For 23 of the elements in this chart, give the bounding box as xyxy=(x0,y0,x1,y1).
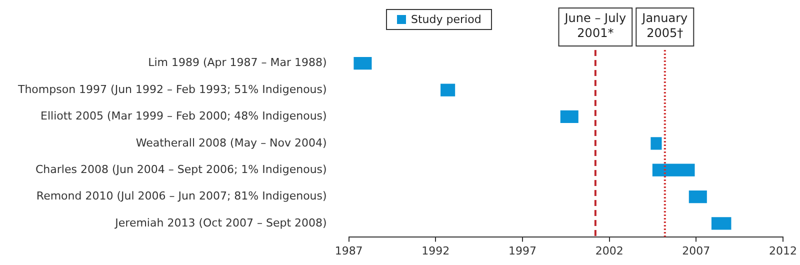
y-tick-label: Elliott 2005 (Mar 1999 – Feb 2000; 48% Indigenous) xyxy=(40,110,327,123)
y-tick-label: Thompson 1997 (Jun 1992 – Feb 1993; 51% Indigenous) xyxy=(16,82,327,96)
x-tick-label: 2002 xyxy=(595,244,624,258)
bar xyxy=(652,164,695,176)
x-tick-label: 2007 xyxy=(682,244,710,258)
bar xyxy=(560,110,578,124)
bar xyxy=(711,217,732,230)
x-tick-label: 1997 xyxy=(508,244,536,258)
y-tick-label: Lim 1989 (Apr 1987 – Mar 1988) xyxy=(148,56,327,70)
ref-line-label: June – July 2001* xyxy=(564,11,626,40)
ref-line-label: January 2005† xyxy=(641,11,688,40)
legend-label: Study period xyxy=(411,13,482,26)
x-tick-label: 2012 xyxy=(769,244,798,258)
x-tick-label: 1992 xyxy=(422,244,450,258)
y-tick-label: Charles 2008 (Jun 2004 – Sept 2006; 1% Indigenous) xyxy=(36,162,327,176)
x-tick-label: 1987 xyxy=(334,244,363,258)
bar xyxy=(354,57,372,70)
bar xyxy=(688,190,707,204)
y-tick-label: Jeremiah 2013 (Oct 2007 – Sept 2008) xyxy=(114,216,327,230)
bar xyxy=(440,84,456,96)
bar xyxy=(650,137,662,150)
y-tick-label: Remond 2010 (Jul 2006 – Jun 2007; 81% Indigenous) xyxy=(36,190,327,203)
y-tick-label: Weatherall 2008 (May – Nov 2004) xyxy=(136,136,327,150)
